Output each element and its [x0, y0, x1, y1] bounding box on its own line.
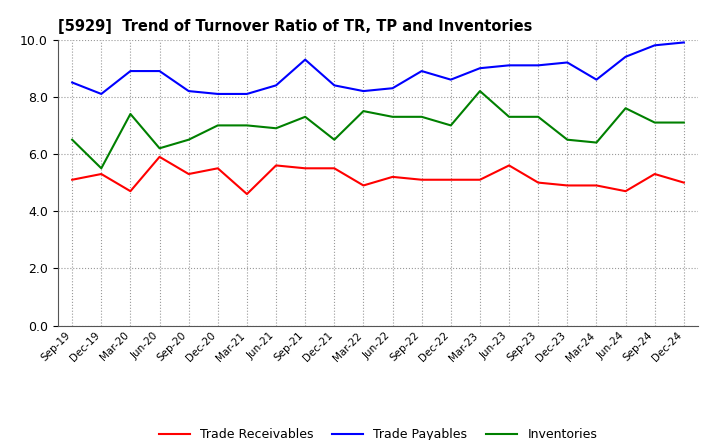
Inventories: [650, 120, 659, 125]
Line: Trade Payables: Trade Payables: [72, 42, 684, 94]
Trade Payables: [271, 83, 280, 88]
Trade Receivables: [621, 188, 630, 194]
Inventories: [505, 114, 513, 119]
Trade Receivables: [592, 183, 600, 188]
Inventories: [446, 123, 455, 128]
Inventories: [534, 114, 543, 119]
Trade Receivables: [680, 180, 688, 185]
Inventories: [330, 137, 338, 142]
Trade Payables: [592, 77, 600, 82]
Trade Payables: [301, 57, 310, 62]
Trade Payables: [418, 68, 426, 73]
Trade Payables: [650, 43, 659, 48]
Inventories: [68, 137, 76, 142]
Trade Receivables: [301, 165, 310, 171]
Inventories: [359, 108, 368, 114]
Trade Receivables: [213, 165, 222, 171]
Trade Payables: [680, 40, 688, 45]
Inventories: [592, 140, 600, 145]
Inventories: [301, 114, 310, 119]
Inventories: [388, 114, 397, 119]
Trade Payables: [388, 85, 397, 91]
Trade Receivables: [446, 177, 455, 182]
Line: Inventories: Inventories: [72, 91, 684, 168]
Trade Receivables: [271, 163, 280, 168]
Trade Payables: [563, 60, 572, 65]
Trade Receivables: [97, 171, 106, 176]
Trade Receivables: [126, 188, 135, 194]
Inventories: [271, 125, 280, 131]
Trade Payables: [68, 80, 76, 85]
Trade Receivables: [330, 165, 338, 171]
Trade Receivables: [388, 174, 397, 180]
Trade Payables: [184, 88, 193, 94]
Line: Trade Receivables: Trade Receivables: [72, 157, 684, 194]
Trade Receivables: [534, 180, 543, 185]
Trade Receivables: [505, 163, 513, 168]
Trade Receivables: [243, 191, 251, 197]
Trade Payables: [330, 83, 338, 88]
Inventories: [156, 146, 164, 151]
Trade Payables: [97, 91, 106, 96]
Text: [5929]  Trend of Turnover Ratio of TR, TP and Inventories: [5929] Trend of Turnover Ratio of TR, TP…: [58, 19, 532, 34]
Trade Receivables: [476, 177, 485, 182]
Trade Payables: [156, 68, 164, 73]
Trade Payables: [476, 66, 485, 71]
Trade Receivables: [418, 177, 426, 182]
Inventories: [184, 137, 193, 142]
Trade Payables: [446, 77, 455, 82]
Inventories: [563, 137, 572, 142]
Trade Payables: [534, 62, 543, 68]
Inventories: [97, 165, 106, 171]
Trade Payables: [243, 91, 251, 96]
Inventories: [213, 123, 222, 128]
Trade Receivables: [563, 183, 572, 188]
Inventories: [621, 106, 630, 111]
Inventories: [476, 88, 485, 94]
Inventories: [418, 114, 426, 119]
Trade Receivables: [68, 177, 76, 182]
Trade Receivables: [184, 171, 193, 176]
Trade Receivables: [359, 183, 368, 188]
Trade Payables: [126, 68, 135, 73]
Inventories: [243, 123, 251, 128]
Trade Payables: [359, 88, 368, 94]
Inventories: [126, 111, 135, 117]
Trade Payables: [213, 91, 222, 96]
Trade Receivables: [650, 171, 659, 176]
Inventories: [680, 120, 688, 125]
Trade Receivables: [156, 154, 164, 159]
Trade Payables: [505, 62, 513, 68]
Legend: Trade Receivables, Trade Payables, Inventories: Trade Receivables, Trade Payables, Inven…: [153, 423, 603, 440]
Trade Payables: [621, 54, 630, 59]
